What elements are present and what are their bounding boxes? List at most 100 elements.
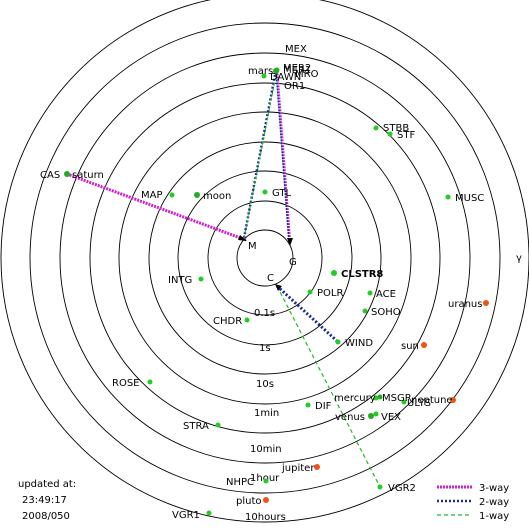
dot-map[interactable] bbox=[169, 192, 175, 198]
label-jupiter: jupiter bbox=[281, 463, 315, 474]
ring-label-6: 10hours bbox=[245, 512, 286, 523]
dot-ace[interactable] bbox=[367, 290, 373, 296]
timestamp-line1: updated at: bbox=[18, 479, 76, 490]
dot-soho[interactable] bbox=[362, 308, 368, 314]
label-mercury: mercury bbox=[334, 393, 376, 404]
ring-label-1: 1s bbox=[259, 343, 271, 354]
timestamp: updated at: 23:49:17 2008/050 bbox=[18, 479, 76, 522]
dot-gtl[interactable] bbox=[262, 189, 268, 195]
dot-dawn[interactable] bbox=[261, 73, 267, 79]
label-stra: STRA bbox=[183, 421, 209, 432]
label-or1: OR1 bbox=[284, 81, 305, 92]
dot-cas[interactable] bbox=[64, 171, 70, 177]
label-uranus: uranus bbox=[448, 299, 482, 310]
dot-clstr[interactable] bbox=[331, 270, 337, 276]
label-ace: ACE bbox=[376, 289, 396, 300]
ring-5 bbox=[89, 82, 441, 434]
dot-moon[interactable] bbox=[194, 192, 200, 198]
label-saturn: saturn bbox=[72, 170, 104, 181]
gamma-symbol: γ bbox=[516, 253, 522, 264]
link-g-mer-2way bbox=[275, 69, 290, 244]
legend: 3-way 2-way 1-way bbox=[437, 483, 509, 522]
label-mro: MRO bbox=[295, 69, 319, 80]
arrowheads bbox=[238, 235, 293, 291]
label-vgr2: VGR2 bbox=[388, 483, 416, 494]
ring-4 bbox=[118, 111, 412, 405]
label-polr: POLR bbox=[317, 288, 343, 299]
dot-vgr1[interactable] bbox=[206, 510, 212, 516]
ring-2 bbox=[177, 170, 353, 346]
links bbox=[66, 69, 381, 488]
dot-stra[interactable] bbox=[215, 422, 221, 428]
dot-dif[interactable] bbox=[305, 402, 311, 408]
dot-sun[interactable] bbox=[421, 342, 427, 348]
dot-stbb[interactable] bbox=[373, 125, 379, 131]
label-ulys: ULYS bbox=[407, 398, 431, 409]
label-nhpc: NHPC bbox=[226, 477, 254, 488]
dot-msgr[interactable] bbox=[373, 395, 379, 401]
dot-mercury[interactable] bbox=[377, 394, 383, 400]
label-rose: ROSE bbox=[112, 378, 140, 389]
label-gtl: GTL bbox=[272, 188, 292, 199]
label-mars: mars bbox=[248, 66, 273, 77]
dot-nhpc[interactable] bbox=[263, 478, 269, 484]
label-msgr: MSGR bbox=[382, 393, 412, 404]
dot-uranus[interactable] bbox=[483, 300, 489, 306]
ring-labels: 0.1s 1s 10s 1min 10min 1hour 10hours bbox=[245, 308, 286, 523]
label-vex: VEX bbox=[381, 412, 401, 423]
label-mer1: MER1 bbox=[283, 65, 311, 76]
dot-vgr2[interactable] bbox=[377, 484, 383, 490]
label-cas: CAS bbox=[40, 170, 60, 181]
label-musc: MUSC bbox=[455, 193, 484, 204]
label-mex: MEX bbox=[285, 44, 307, 55]
label-pluto: pluto bbox=[236, 496, 262, 507]
link-g-mer-3way bbox=[275, 69, 292, 244]
stations: M G C bbox=[248, 241, 297, 284]
dot-venus[interactable] bbox=[368, 413, 374, 419]
timestamp-line2: 23:49:17 bbox=[22, 495, 67, 506]
label-dif: DIF bbox=[315, 401, 332, 412]
dot-vex[interactable] bbox=[373, 411, 379, 417]
label-clstr: CLSTR8 bbox=[341, 269, 383, 280]
link-c-vgr2-1way bbox=[276, 285, 381, 488]
label-stf: STF bbox=[397, 130, 415, 141]
dot-musc[interactable] bbox=[445, 194, 451, 200]
link-m-cas-3way bbox=[66, 172, 247, 242]
station-m-label: M bbox=[248, 241, 257, 252]
dot-pluto[interactable] bbox=[263, 497, 269, 503]
dot-polr[interactable] bbox=[307, 289, 313, 295]
link-m-mer-1way bbox=[243, 69, 278, 239]
arrow-c bbox=[275, 284, 282, 291]
dot-rose[interactable] bbox=[147, 379, 153, 385]
dot-ulys[interactable] bbox=[401, 399, 407, 405]
ring-label-5: 1hour bbox=[250, 473, 280, 484]
dot-neptune[interactable] bbox=[450, 397, 456, 403]
arrow-m bbox=[238, 235, 247, 241]
bodies bbox=[64, 67, 489, 516]
body-labels: MEX MER2 MER1 MRO mars DAWN OR1 STBB STF… bbox=[40, 44, 484, 521]
dot-wind[interactable] bbox=[335, 339, 341, 345]
dot-chdr[interactable] bbox=[244, 317, 250, 323]
label-chdr: CHDR bbox=[213, 316, 242, 327]
label-neptune: neptune bbox=[411, 395, 453, 406]
dot-intg[interactable] bbox=[198, 276, 204, 282]
dot-mars[interactable] bbox=[273, 68, 279, 74]
legend-1way-label: 1-way bbox=[479, 511, 509, 522]
dot-stf[interactable] bbox=[387, 131, 393, 137]
ring-3 bbox=[148, 141, 382, 375]
station-g-label: G bbox=[289, 257, 297, 268]
label-stbb: STBB bbox=[383, 123, 409, 134]
label-moon: moon bbox=[203, 191, 231, 202]
ring-0 bbox=[236, 229, 294, 287]
dot-jupiter[interactable] bbox=[314, 464, 320, 470]
ring-label-3: 1min bbox=[254, 408, 279, 419]
label-vgr1: VGR1 bbox=[172, 510, 200, 521]
label-mer2: MER2 bbox=[283, 63, 311, 74]
ring-7 bbox=[29, 22, 501, 494]
station-c-label: C bbox=[267, 273, 274, 284]
legend-2way-label: 2-way bbox=[479, 497, 509, 508]
label-intg: INTG bbox=[168, 275, 192, 286]
ring-label-4: 10min bbox=[250, 444, 282, 455]
